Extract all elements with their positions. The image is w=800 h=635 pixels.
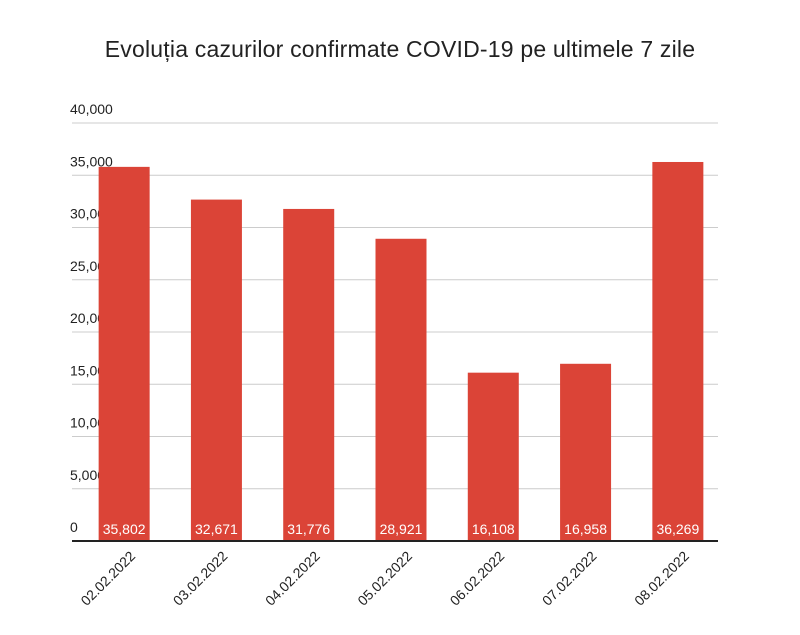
x-category-label: 04.02.2022 bbox=[262, 548, 323, 609]
y-tick-label: 0 bbox=[70, 519, 78, 535]
x-category-label: 05.02.2022 bbox=[354, 548, 415, 609]
bar bbox=[283, 208, 335, 541]
x-category-label: 08.02.2022 bbox=[631, 548, 692, 609]
bar bbox=[190, 199, 242, 541]
bar bbox=[98, 166, 150, 542]
bar-data-label: 36,269 bbox=[656, 521, 699, 537]
bar-data-label: 16,958 bbox=[564, 521, 607, 537]
bar-data-label: 35,802 bbox=[103, 521, 146, 537]
x-category-label: 03.02.2022 bbox=[170, 548, 231, 609]
x-category-label: 02.02.2022 bbox=[77, 548, 138, 609]
bar-data-label: 31,776 bbox=[287, 521, 330, 537]
y-tick-label: 40,000 bbox=[70, 101, 113, 117]
bar-data-label: 16,108 bbox=[472, 521, 515, 537]
x-category-label: 06.02.2022 bbox=[447, 548, 508, 609]
bar-data-label: 28,921 bbox=[380, 521, 423, 537]
y-tick-label: 35,000 bbox=[70, 153, 113, 169]
bar bbox=[560, 363, 612, 541]
bar bbox=[375, 238, 427, 541]
bars bbox=[98, 161, 704, 542]
bar-data-label: 32,671 bbox=[195, 521, 238, 537]
bar bbox=[652, 161, 704, 541]
y-tick-label: 5,000 bbox=[70, 467, 105, 483]
data-labels: 35,802 32,671 31,776 28,921 16,108 16,958 36,2… bbox=[103, 521, 700, 537]
bar bbox=[467, 372, 519, 541]
x-axis-category-labels: 02.02.2022 03.02.2022 04.02.2022 05.02.2022… bbox=[77, 548, 692, 609]
chart-title: Evoluția cazurilor confirmate COVID-19 p… bbox=[104, 36, 696, 62]
x-category-label: 07.02.2022 bbox=[539, 548, 600, 609]
